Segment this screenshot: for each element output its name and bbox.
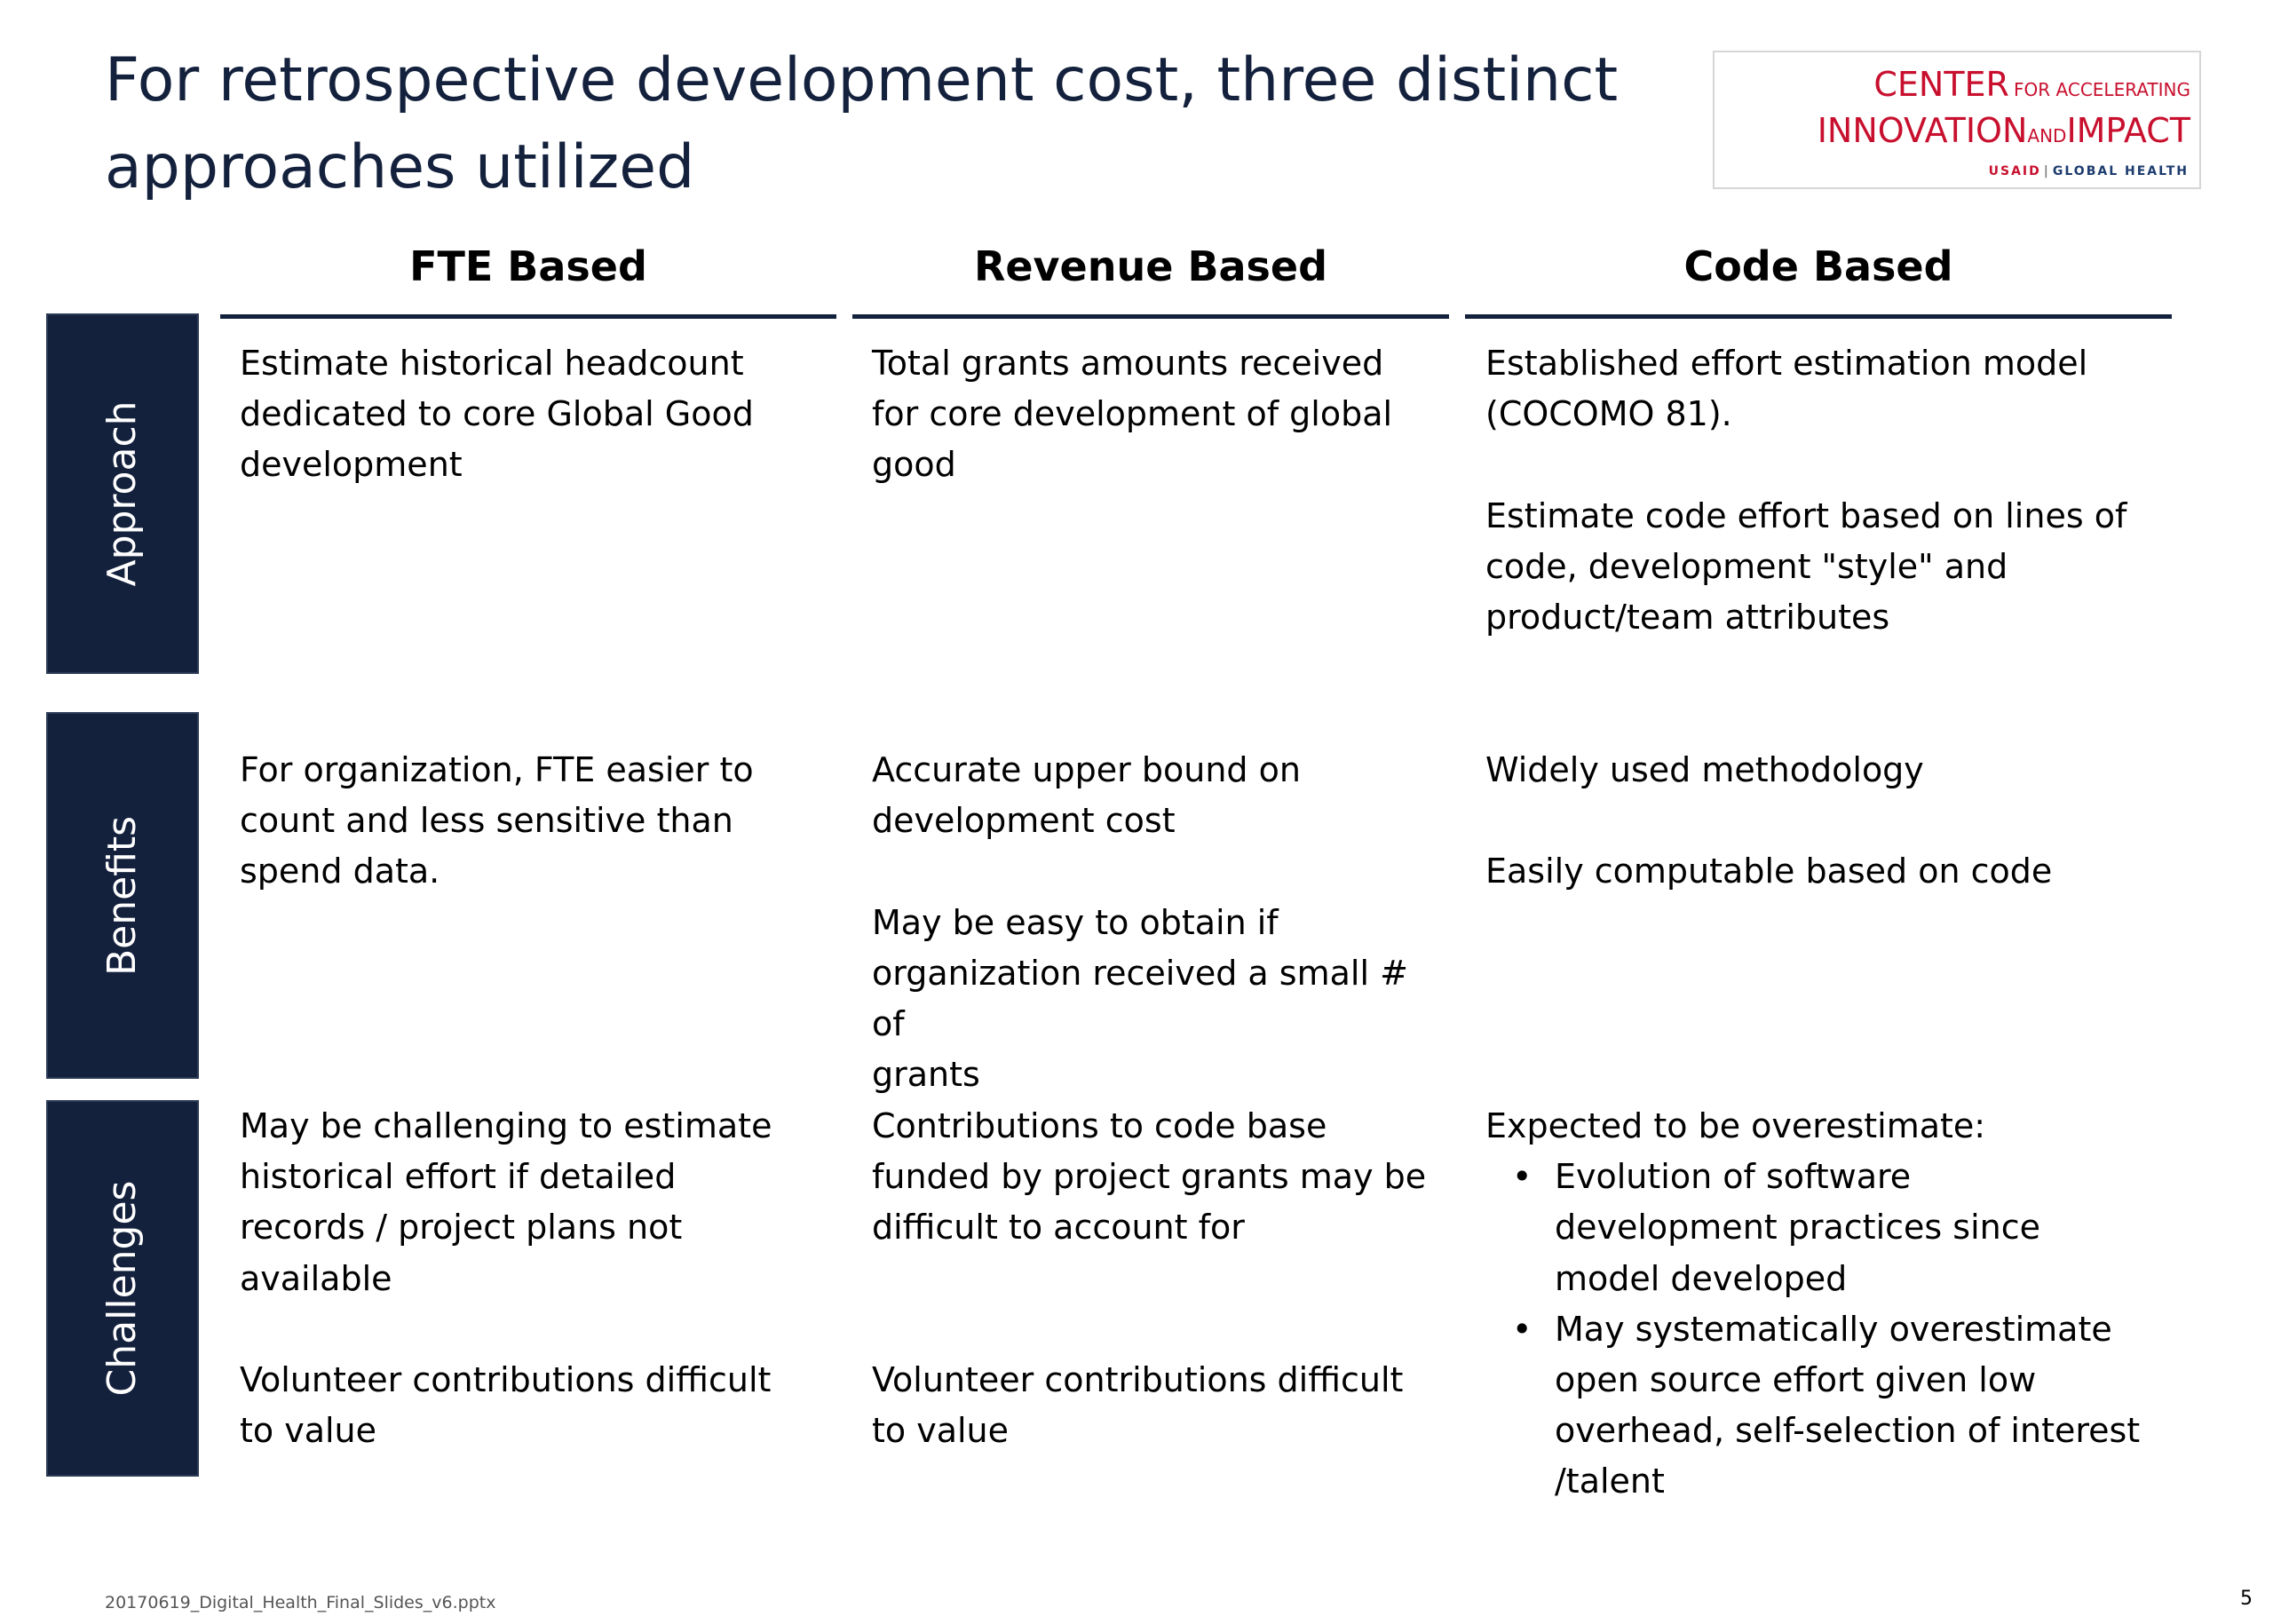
cell-challenges-revenue: Contributions to code base funded by pro…: [872, 1101, 1449, 1456]
text-line: dedicated to core Global Good: [240, 394, 754, 434]
text-line: count and less sensitive than: [240, 801, 733, 841]
text-line: open source effort given low: [1555, 1360, 2037, 1400]
text-line: Evolution of software: [1555, 1157, 1912, 1197]
cell-benefits-code-paragraph-2: Easily computable based on code: [1485, 852, 2053, 891]
logo-word-center: CENTER: [1873, 65, 2009, 104]
logo-line-3: USAID | GLOBAL HEALTH: [1989, 164, 2189, 178]
text-line: organization received a small # of: [872, 953, 1408, 1043]
text-line: code, development "style" and: [1485, 546, 2008, 586]
logo-word-usaid: USAID: [1988, 164, 2041, 178]
text-line: grants: [872, 1055, 980, 1095]
text-line: Accurate upper bound on: [872, 750, 1301, 789]
row-label-benefits-text: Benefits: [99, 815, 145, 976]
slide-title-line-1: For retrospective development cost, thre…: [105, 45, 1619, 115]
paragraph-gap: [872, 846, 1449, 897]
text-line: Established effort estimation model: [1485, 344, 2088, 383]
text-line: Contributions to code base: [872, 1106, 1327, 1145]
text-line: spend data.: [240, 852, 440, 891]
paragraph-gap: [1485, 796, 2178, 846]
text-line: /talent: [1555, 1462, 1665, 1501]
text-line: to value: [240, 1411, 377, 1451]
cell-challenges-revenue-paragraph-1: Contributions to code base funded by pro…: [872, 1101, 1449, 1254]
text-line: development cost: [872, 801, 1176, 841]
text-line: to value: [872, 1411, 1010, 1451]
page-number: 5: [2240, 1588, 2253, 1610]
text-line: available: [240, 1258, 392, 1298]
text-line: overhead, self-selection of interest: [1555, 1411, 2141, 1451]
text-line: difficult to account for: [872, 1208, 1245, 1248]
text-line: development: [240, 445, 463, 485]
cell-approach-code-paragraph-2: Estimate code effort based on lines of c…: [1485, 491, 2178, 644]
cell-challenges-code: Expected to be overestimate: Evolution o…: [1485, 1101, 2178, 1508]
cell-benefits-fte-text: For organization, FTE easier to count an…: [240, 745, 836, 898]
center-for-accelerating-innovation-and-impact-logo: CENTER FOR ACCELERATING INNOVATIONANDIMP…: [1713, 51, 2201, 189]
paragraph-gap: [872, 1254, 1449, 1355]
text-line: May systematically overestimate: [1555, 1309, 2112, 1349]
text-line: For organization, FTE easier to: [240, 750, 754, 789]
cell-benefits-revenue-paragraph-2: May be easy to obtain if organization re…: [872, 898, 1449, 1101]
slide-title: For retrospective development cost, thre…: [105, 37, 1632, 211]
cell-benefits-revenue-paragraph-1: Accurate upper bound on development cost: [872, 745, 1449, 846]
text-line: historical effort if detailed: [240, 1157, 677, 1197]
text-line: records / project plans not: [240, 1208, 683, 1248]
cell-approach-fte-text: Estimate historical headcount dedicated …: [240, 338, 836, 491]
text-line: May be challenging to estimate: [240, 1106, 772, 1145]
paragraph-gap: [240, 1304, 836, 1355]
bullet-item: Evolution of software development practi…: [1485, 1152, 2178, 1304]
text-line: Total grants amounts received: [872, 344, 1384, 383]
cell-challenges-revenue-paragraph-2: Volunteer contributions difficult to val…: [872, 1355, 1449, 1456]
text-line: Volunteer contributions difficult: [872, 1360, 1404, 1399]
logo-line-1: CENTER FOR ACCELERATING: [1873, 65, 2190, 104]
text-line: Estimate code effort based on lines of: [1485, 495, 2127, 535]
row-label-approach-text: Approach: [99, 400, 145, 587]
logo-word-innovation: INNOVATION: [1817, 111, 2028, 150]
text-line: funded by project grants may be: [872, 1157, 1427, 1197]
column-header-code-based: Code Based: [1683, 242, 1953, 290]
row-label-benefits: Benefits: [46, 712, 199, 1079]
logo-word-global-health: GLOBAL HEALTH: [2052, 164, 2189, 178]
column-rule-fte: [220, 314, 836, 319]
text-line: development practices since: [1555, 1208, 2040, 1248]
column-rule-code: [1465, 314, 2172, 319]
row-label-challenges-text: Challenges: [99, 1180, 145, 1397]
text-line: (COCOMO 81).: [1485, 394, 1732, 434]
text-line: Volunteer contributions difficult: [240, 1360, 772, 1399]
cell-approach-code: Established effort estimation model (COC…: [1485, 338, 2178, 643]
cell-benefits-revenue: Accurate upper bound on development cost…: [872, 745, 1449, 1100]
text-line: good: [872, 445, 956, 485]
column-header-revenue-based: Revenue Based: [973, 242, 1328, 290]
cell-challenges-fte-paragraph-1: May be challenging to estimate historica…: [240, 1101, 836, 1304]
cell-benefits-fte: For organization, FTE easier to count an…: [240, 745, 836, 898]
text-line: Estimate historical headcount: [240, 344, 744, 383]
row-label-approach: Approach: [46, 313, 199, 674]
logo-word-impact: IMPACT: [2066, 111, 2190, 150]
logo-word-and: AND: [2027, 125, 2067, 147]
cell-challenges-fte-paragraph-2: Volunteer contributions difficult to val…: [240, 1355, 836, 1456]
row-label-challenges: Challenges: [46, 1100, 199, 1477]
cell-approach-code-paragraph-1: Established effort estimation model (COC…: [1485, 338, 2178, 440]
bullet-item: May systematically overestimate open sou…: [1485, 1304, 2178, 1508]
text-line: May be easy to obtain if: [872, 902, 1279, 942]
cell-approach-fte: Estimate historical headcount dedicated …: [240, 338, 836, 491]
logo-separator: |: [2043, 164, 2050, 178]
logo-line-2: INNOVATIONANDIMPACT: [1818, 111, 2190, 150]
paragraph-gap: [1485, 440, 2178, 490]
text-line: product/team attributes: [1485, 598, 1890, 637]
text-line: model developed: [1555, 1258, 1848, 1298]
cell-challenges-code-intro: Expected to be overestimate:: [1485, 1106, 1986, 1145]
footer-filename: 20170619_Digital_Health_Final_Slides_v6.…: [105, 1593, 496, 1612]
cell-challenges-code-bullet-list: Evolution of software development practi…: [1485, 1152, 2178, 1507]
column-header-fte-based: FTE Based: [409, 242, 647, 290]
cell-benefits-code-paragraph-1: Widely used methodology: [1485, 750, 1924, 789]
slide-title-line-2: approaches utilized: [105, 132, 695, 202]
logo-word-for-accelerating: FOR ACCELERATING: [2014, 79, 2190, 100]
text-line: for core development of global: [872, 394, 1393, 434]
cell-challenges-fte: May be challenging to estimate historica…: [240, 1101, 836, 1456]
cell-benefits-code: Widely used methodology Easily computabl…: [1485, 745, 2178, 898]
column-rule-revenue: [852, 314, 1449, 319]
cell-approach-revenue: Total grants amounts received for core d…: [872, 338, 1449, 491]
cell-approach-revenue-text: Total grants amounts received for core d…: [872, 338, 1449, 491]
